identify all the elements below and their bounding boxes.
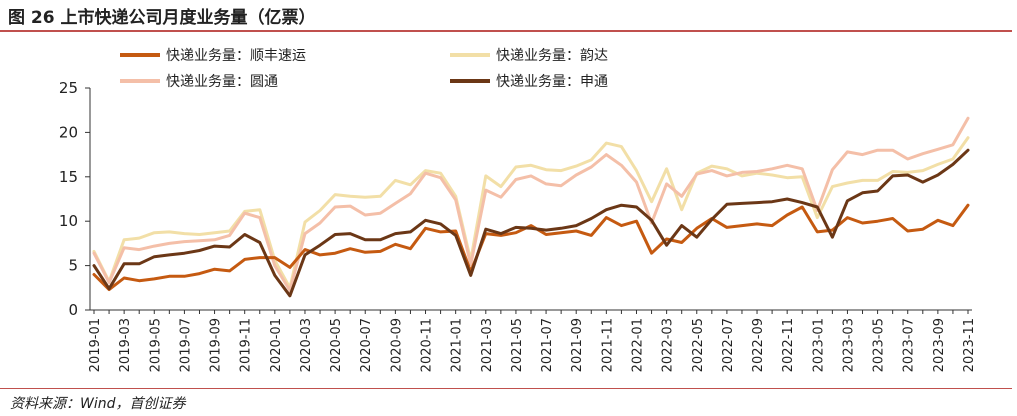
- title-divider: [0, 30, 1012, 32]
- x-tick-label: 2020-11: [420, 318, 435, 372]
- x-tick-label: 2020-01: [269, 318, 284, 372]
- x-tick-label: 2019-05: [148, 318, 163, 372]
- x-tick-label: 2021-03: [480, 318, 495, 372]
- x-tick-label: 2022-03: [661, 318, 676, 372]
- x-tick-label: 2019-07: [178, 318, 193, 372]
- x-tick-label: 2023-07: [902, 318, 917, 372]
- x-tick-label: 2022-01: [630, 318, 645, 372]
- x-tick-label: 2019-11: [239, 318, 254, 372]
- x-tick-label: 2023-09: [932, 318, 947, 372]
- x-tick-label: 2022-11: [781, 318, 796, 372]
- legend-label-3: 快递业务量：申通: [496, 74, 608, 90]
- x-tick-label: 2021-09: [570, 318, 585, 372]
- x-tick-label: 2019-03: [118, 318, 133, 372]
- series-layer: [92, 116, 970, 298]
- y-tick-label: 25: [59, 79, 78, 97]
- y-tick-label: 0: [68, 301, 78, 319]
- y-tick-label: 15: [59, 168, 78, 186]
- chart-axes: 0 5 10 15 20 25 2019-01 2019-03 2019-05 2019-07 20…: [59, 79, 977, 372]
- series-line-0: [92, 203, 970, 292]
- x-tick-label: 2019-01: [88, 318, 103, 372]
- legend-label-1: 快递业务量：韵达: [496, 48, 608, 64]
- series-line-2: [92, 116, 970, 292]
- legend-label-2: 快递业务量：圆通: [166, 74, 278, 90]
- x-tick-label: 2019-09: [209, 318, 224, 372]
- source-note: 资料来源：Wind，首创证券: [10, 396, 186, 412]
- x-tick-label: 2022-07: [721, 318, 736, 372]
- y-tick-label: 10: [59, 212, 78, 230]
- figure-title: 图 26 上市快递公司月度业务量（亿票）: [8, 8, 316, 28]
- x-tick-label: 2021-05: [510, 318, 525, 372]
- x-tick-label: 2021-01: [450, 318, 465, 372]
- x-tick-label: 2020-03: [299, 318, 314, 372]
- x-tick-label: 2022-05: [691, 318, 706, 372]
- y-tick-label: 5: [68, 257, 78, 275]
- series-line-3: [92, 148, 970, 298]
- legend-label-0: 快递业务量：顺丰速运: [166, 48, 306, 64]
- x-tick-label: 2020-09: [389, 318, 404, 372]
- source-divider: [0, 388, 1012, 389]
- x-tick-label: 2021-07: [540, 318, 555, 372]
- x-tick-label: 2021-11: [600, 318, 615, 372]
- x-tick-label: 2023-01: [811, 318, 826, 372]
- x-tick-label: 2022-09: [751, 318, 766, 372]
- x-tick-label: 2020-07: [359, 318, 374, 372]
- x-tick-label: 2020-05: [329, 318, 344, 372]
- x-tick-label: 2023-11: [962, 318, 977, 372]
- series-line-1: [92, 136, 970, 290]
- x-tick-label: 2023-03: [841, 318, 856, 372]
- x-tick-label: 2023-05: [872, 318, 887, 372]
- y-tick-label: 20: [59, 123, 78, 141]
